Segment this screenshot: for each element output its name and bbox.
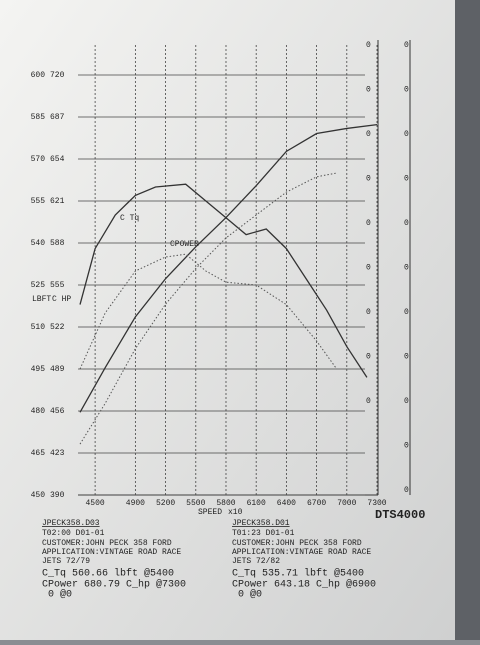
background bbox=[455, 0, 480, 640]
run-extra: 0 @0 bbox=[48, 589, 72, 601]
run-extra: 0 @0 bbox=[238, 589, 262, 601]
x-tick-label: 4900 bbox=[126, 499, 145, 508]
y2-tick-label: 390 bbox=[50, 491, 65, 500]
x-tick-label: 4500 bbox=[86, 499, 105, 508]
y-tick-label: 450 bbox=[31, 491, 46, 500]
run-file: JPECK358.D03 bbox=[42, 519, 100, 528]
y-tick-label: 600 bbox=[31, 71, 46, 80]
y2-tick-label: 654 bbox=[50, 155, 65, 164]
y2-tick-label: 621 bbox=[50, 197, 65, 206]
right-label: 0 bbox=[366, 41, 371, 50]
run-application: APPLICATION:VINTAGE ROAD RACE bbox=[232, 548, 371, 557]
run-time: T01:23 D01-01 bbox=[232, 529, 295, 538]
x-tick-label: 7300 bbox=[367, 499, 386, 508]
y-tick-label: 495 bbox=[31, 365, 46, 374]
x-tick-label: 6100 bbox=[247, 499, 266, 508]
right-label: 0 bbox=[404, 308, 409, 317]
right-label: 0 bbox=[404, 175, 409, 184]
run-power: CPower 643.18 C_hp @6900 bbox=[232, 579, 376, 591]
x-axis-unit: x10 bbox=[228, 508, 243, 517]
y2-tick-label: 720 bbox=[50, 71, 65, 80]
right-label: 0 bbox=[366, 397, 371, 406]
brand: DTS4000 bbox=[375, 508, 425, 522]
x-tick-label: 7000 bbox=[337, 499, 356, 508]
annotation: CPOWER bbox=[170, 240, 199, 249]
y2-tick-label: 687 bbox=[50, 113, 65, 122]
run-torque: C_Tq 535.71 lbft @5400 bbox=[232, 568, 364, 580]
run-jets: JETS 72/79 bbox=[42, 557, 90, 566]
y2-axis-label: C HP bbox=[52, 295, 71, 304]
y2-tick-label: 588 bbox=[50, 239, 65, 248]
y-tick-label: 525 bbox=[31, 281, 46, 290]
right-label: 0 bbox=[366, 219, 371, 228]
right-label: 0 bbox=[366, 308, 371, 317]
series-line bbox=[79, 172, 337, 445]
right-label: 0 bbox=[366, 264, 371, 273]
y-tick-label: 540 bbox=[31, 239, 46, 248]
y-tick-label: 570 bbox=[31, 155, 46, 164]
y2-tick-label: 555 bbox=[50, 281, 65, 290]
right-label: 0 bbox=[404, 41, 409, 50]
run-customer: CUSTOMER:JOHN PECK 358 FORD bbox=[232, 539, 362, 548]
paper bbox=[0, 0, 455, 640]
right-label: 0 bbox=[404, 397, 409, 406]
y-tick-label: 510 bbox=[31, 323, 46, 332]
series-line bbox=[79, 123, 378, 413]
y-tick-label: 585 bbox=[31, 113, 46, 122]
y2-tick-label: 456 bbox=[50, 407, 65, 416]
right-label: 0 bbox=[366, 130, 371, 139]
run-time: T02:00 D01-01 bbox=[42, 529, 105, 538]
y-tick-label: 465 bbox=[31, 449, 46, 458]
x-tick-label: 5500 bbox=[186, 499, 205, 508]
run-power: CPower 680.79 C_hp @7300 bbox=[42, 579, 186, 591]
x-tick-label: 5200 bbox=[156, 499, 175, 508]
right-label: 0 bbox=[404, 130, 409, 139]
right-label: 0 bbox=[404, 219, 409, 228]
x-tick-label: 5800 bbox=[216, 499, 235, 508]
x-tick-label: 6400 bbox=[277, 499, 296, 508]
y-tick-label: 555 bbox=[31, 197, 46, 206]
run-torque: C_Tq 560.66 lbft @5400 bbox=[42, 568, 174, 580]
right-label: 0 bbox=[366, 353, 371, 362]
right-label: 0 bbox=[404, 486, 409, 495]
annotation: C Tq bbox=[120, 214, 139, 223]
y2-tick-label: 423 bbox=[50, 449, 65, 458]
run-customer: CUSTOMER:JOHN PECK 358 FORD bbox=[42, 539, 172, 548]
right-label: 0 bbox=[366, 86, 371, 95]
right-label: 0 bbox=[404, 353, 409, 362]
right-label: 0 bbox=[404, 86, 409, 95]
x-axis-label: SPEED bbox=[198, 508, 222, 517]
right-label: 0 bbox=[404, 442, 409, 451]
run-application: APPLICATION:VINTAGE ROAD RACE bbox=[42, 548, 181, 557]
run-jets: JETS 72/82 bbox=[232, 557, 280, 566]
x-tick-label: 6700 bbox=[307, 499, 326, 508]
y-tick-label: 480 bbox=[31, 407, 46, 416]
right-label: 0 bbox=[366, 175, 371, 184]
y2-tick-label: 522 bbox=[50, 323, 65, 332]
right-label: 0 bbox=[404, 264, 409, 273]
series-line bbox=[79, 253, 338, 370]
y-axis-label: LBFT bbox=[32, 295, 51, 304]
run-file: JPECK358.D01 bbox=[232, 519, 290, 528]
y2-tick-label: 489 bbox=[50, 365, 65, 374]
